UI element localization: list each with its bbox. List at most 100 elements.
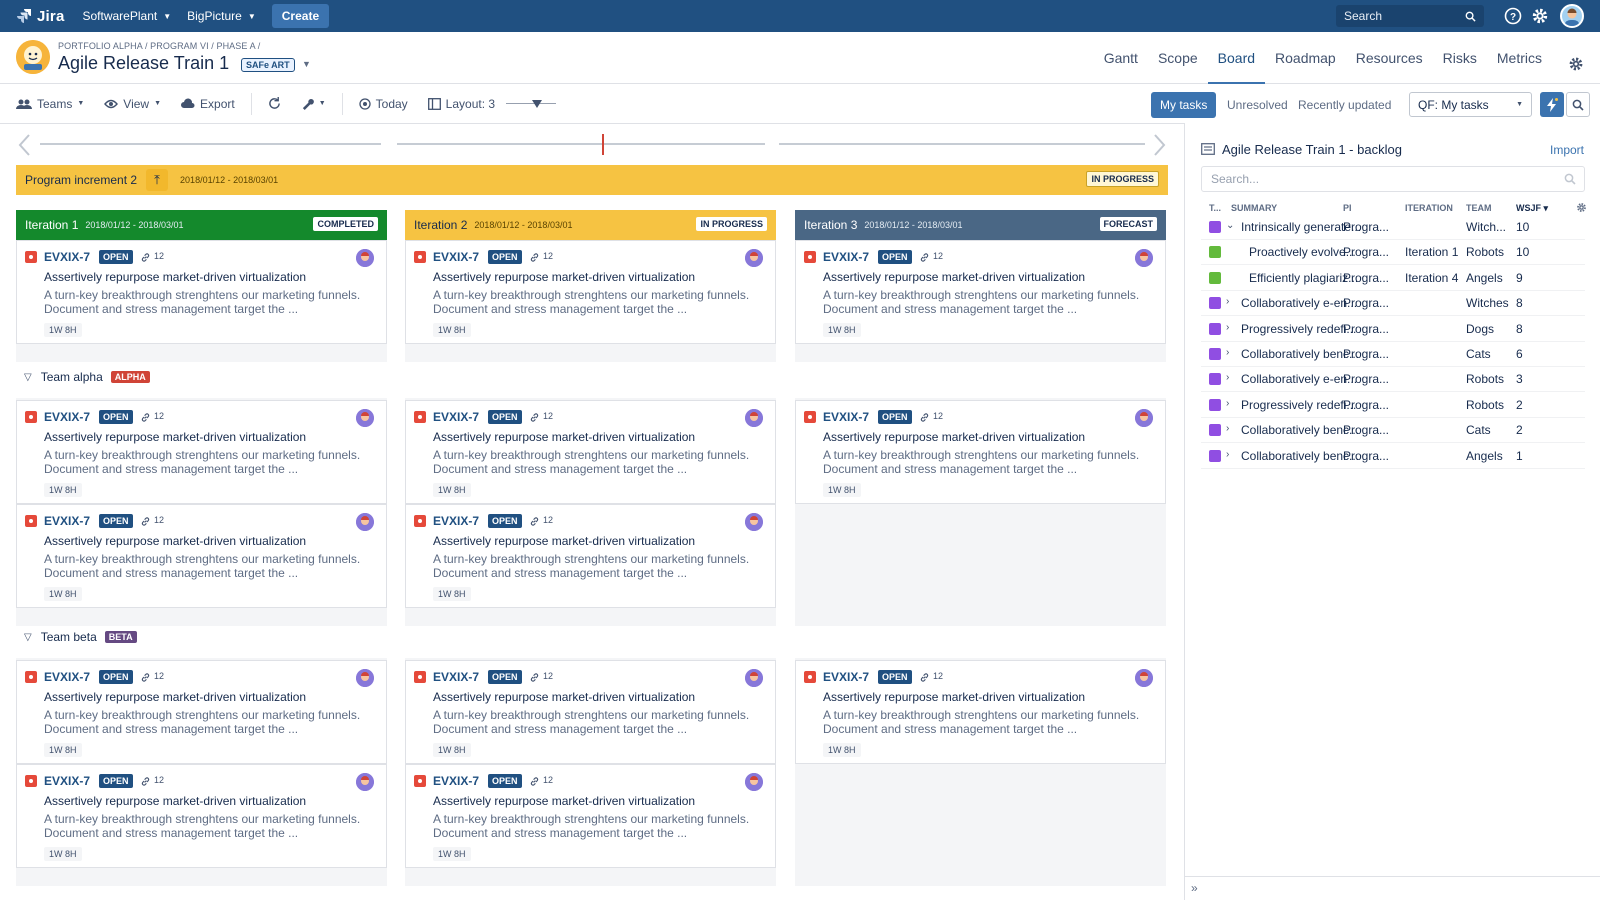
- tab-roadmap[interactable]: Roadmap: [1275, 50, 1336, 66]
- global-search-input[interactable]: Search: [1336, 5, 1484, 27]
- backlog-row[interactable]: ⌄ Intrinsically generate... Progra... Wi…: [1201, 214, 1585, 240]
- slider-handle-icon[interactable]: [532, 99, 543, 108]
- chevron-right-icon[interactable]: ›: [1226, 448, 1230, 460]
- chevron-right-icon[interactable]: ›: [1226, 372, 1230, 384]
- backlog-row[interactable]: › Collaboratively benc... Progra... Cats…: [1201, 341, 1585, 367]
- issue-key-link[interactable]: EVXIX-7: [823, 250, 870, 264]
- project-settings-gear-icon[interactable]: [1568, 56, 1584, 72]
- quick-filter-select[interactable]: QF: My tasks ▼: [1409, 92, 1532, 117]
- iteration-header[interactable]: Iteration 1 2018/01/12 - 2018/03/01 COMP…: [16, 210, 387, 240]
- title-chevron-down-icon[interactable]: ▼: [302, 59, 311, 69]
- chevron-right-icon[interactable]: ›: [1226, 347, 1230, 358]
- layout-slider[interactable]: [506, 99, 557, 109]
- team-beta-header[interactable]: ▽ Team beta BETA: [24, 630, 137, 644]
- row-summary[interactable]: Progressively redefi...: [1241, 321, 1357, 336]
- assignee-avatar[interactable]: [356, 773, 374, 791]
- chevron-right-icon[interactable]: ›: [1226, 296, 1230, 308]
- issue-key-link[interactable]: EVXIX-7: [433, 670, 480, 684]
- assignee-avatar[interactable]: [745, 249, 763, 267]
- collapse-increment-button[interactable]: ⤒: [146, 169, 169, 191]
- unresolved-filter[interactable]: Unresolved: [1227, 98, 1288, 112]
- create-button[interactable]: Create: [271, 4, 330, 28]
- chevron-down-icon[interactable]: ▽: [24, 631, 32, 643]
- import-link[interactable]: Import: [1549, 143, 1584, 157]
- recently-updated-filter[interactable]: Recently updated: [1298, 98, 1392, 112]
- backlog-row[interactable]: › Collaboratively benc... Progra... Cats…: [1201, 417, 1585, 444]
- row-summary[interactable]: Progressively redefi...: [1241, 397, 1357, 412]
- assignee-avatar[interactable]: [356, 249, 374, 267]
- column-settings-gear-icon[interactable]: [1576, 202, 1587, 213]
- layout-control[interactable]: Layout: 3: [418, 97, 566, 111]
- backlog-row[interactable]: Proactively evolve... Progra... Iteratio…: [1201, 239, 1585, 266]
- issue-key-link[interactable]: EVXIX-7: [433, 774, 480, 788]
- column-header-wsjf[interactable]: WSJF ▾: [1516, 203, 1548, 214]
- column-header-iteration[interactable]: ITERATION: [1405, 203, 1453, 213]
- issue-key-link[interactable]: EVXIX-7: [44, 410, 91, 424]
- expand-panel-icon[interactable]: »: [1191, 881, 1198, 895]
- backlog-row[interactable]: › Collaboratively benc... Progra... Ange…: [1201, 443, 1585, 469]
- my-tasks-button[interactable]: My tasks: [1151, 92, 1217, 118]
- tab-risks[interactable]: Risks: [1442, 50, 1477, 66]
- issue-card[interactable]: EVXIX-7 OPEN 12 Assertively repurpose ma…: [405, 764, 776, 868]
- issue-card[interactable]: EVXIX-7 OPEN 12 Assertively repurpose ma…: [405, 504, 776, 608]
- iteration-header[interactable]: Iteration 2 2018/01/12 - 2018/03/01 IN P…: [405, 210, 776, 240]
- refresh-button[interactable]: [258, 97, 291, 110]
- row-summary[interactable]: Collaboratively e-en...: [1241, 296, 1358, 311]
- tab-resources[interactable]: Resources: [1355, 50, 1423, 66]
- issue-key-link[interactable]: EVXIX-7: [823, 410, 870, 424]
- row-summary[interactable]: Proactively evolve...: [1249, 245, 1356, 260]
- issue-card[interactable]: EVXIX-7 OPEN 12 Assertively repurpose ma…: [405, 400, 776, 504]
- issue-card[interactable]: EVXIX-7 OPEN 12 Assertively repurpose ma…: [16, 660, 387, 764]
- column-header-team[interactable]: TEAM: [1466, 203, 1492, 213]
- column-header-type[interactable]: T...: [1209, 203, 1222, 213]
- iteration-header[interactable]: Iteration 3 2018/01/12 - 2018/03/01 FORE…: [795, 210, 1166, 240]
- assignee-avatar[interactable]: [356, 513, 374, 531]
- teams-button[interactable]: Teams ▼: [16, 97, 94, 111]
- issue-card[interactable]: EVXIX-7 OPEN 12 Assertively repurpose ma…: [16, 504, 387, 608]
- tab-scope[interactable]: Scope: [1157, 50, 1198, 66]
- breadcrumb[interactable]: PORTFOLIO ALPHA / PROGRAM VI / PHASE A /: [58, 41, 261, 51]
- team-alpha-header[interactable]: ▽ Team alpha ALPHA: [24, 370, 150, 384]
- today-button[interactable]: Today: [349, 97, 418, 111]
- program-increment-bar[interactable]: Program increment 2 ⤒ 2018/01/12 - 2018/…: [16, 165, 1168, 195]
- nav-bigpicture[interactable]: BigPicture ▼: [179, 0, 264, 32]
- export-button[interactable]: Export: [171, 97, 245, 111]
- issue-key-link[interactable]: EVXIX-7: [44, 670, 91, 684]
- row-summary[interactable]: Intrinsically generate...: [1241, 220, 1362, 234]
- assignee-avatar[interactable]: [1135, 669, 1153, 687]
- issue-card[interactable]: EVXIX-7 OPEN 12 Assertively repurpose ma…: [16, 400, 387, 504]
- chevron-right-icon[interactable]: ›: [1226, 321, 1230, 333]
- row-summary[interactable]: Collaboratively benc...: [1241, 347, 1360, 361]
- tab-board[interactable]: Board: [1207, 48, 1266, 84]
- tab-metrics[interactable]: Metrics: [1496, 50, 1542, 66]
- issue-card[interactable]: EVXIX-7 OPEN 12 Assertively repurpose ma…: [795, 400, 1166, 504]
- assignee-avatar[interactable]: [745, 669, 763, 687]
- chevron-down-icon[interactable]: ⌄: [1226, 220, 1235, 231]
- chevron-right-icon[interactable]: ›: [1226, 397, 1230, 409]
- board-search-button[interactable]: [1566, 92, 1590, 117]
- issue-card[interactable]: EVXIX-7 OPEN 12 Assertively repurpose ma…: [795, 240, 1166, 344]
- issue-key-link[interactable]: EVXIX-7: [823, 670, 870, 684]
- backlog-row[interactable]: Efficiently plagiariz... Progra... Itera…: [1201, 265, 1585, 291]
- issue-card[interactable]: EVXIX-7 OPEN 12 Assertively repurpose ma…: [795, 660, 1166, 764]
- tab-gantt[interactable]: Gantt: [1103, 50, 1138, 66]
- assignee-avatar[interactable]: [356, 409, 374, 427]
- issue-card[interactable]: EVXIX-7 OPEN 12 Assertively repurpose ma…: [405, 660, 776, 764]
- issue-key-link[interactable]: EVXIX-7: [433, 514, 480, 528]
- settings-gear-icon[interactable]: [1531, 7, 1549, 25]
- chevron-right-icon[interactable]: ›: [1226, 423, 1230, 435]
- view-button[interactable]: View ▼: [94, 97, 171, 111]
- issue-key-link[interactable]: EVXIX-7: [44, 250, 91, 264]
- issue-key-link[interactable]: EVXIX-7: [44, 514, 91, 528]
- assignee-avatar[interactable]: [745, 513, 763, 531]
- row-summary[interactable]: Collaboratively benc...: [1241, 448, 1360, 463]
- column-header-summary[interactable]: SUMMARY: [1231, 203, 1278, 213]
- backlog-row[interactable]: › Progressively redefi... Progra... Robo…: [1201, 392, 1585, 418]
- flash-button[interactable]: [1540, 92, 1564, 117]
- issue-key-link[interactable]: EVXIX-7: [433, 410, 480, 424]
- backlog-row[interactable]: › Progressively redefi... Progra... Dogs…: [1201, 316, 1585, 342]
- backlog-row[interactable]: › Collaboratively e-en... Progra... Robo…: [1201, 366, 1585, 393]
- assignee-avatar[interactable]: [745, 773, 763, 791]
- help-icon[interactable]: ?: [1504, 7, 1522, 25]
- row-summary[interactable]: Efficiently plagiariz...: [1249, 270, 1359, 285]
